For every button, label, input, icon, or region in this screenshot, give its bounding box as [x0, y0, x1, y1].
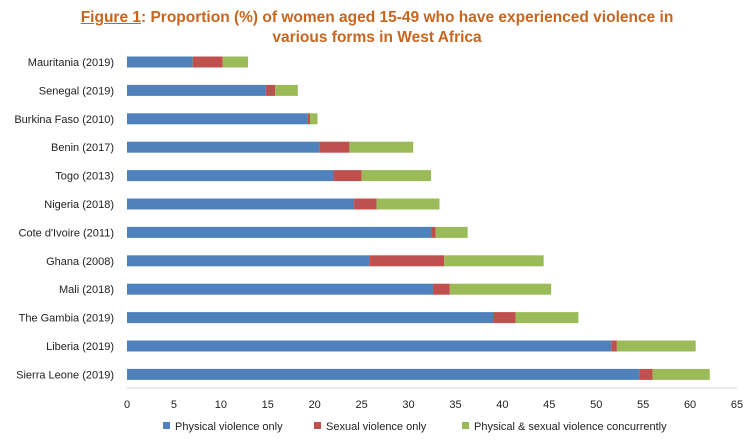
category-label: The Gambia (2019) [19, 313, 114, 325]
category-label: Ghana (2008) [46, 256, 114, 268]
bar-segment-physical [127, 312, 493, 324]
legend-sexual-swatch [314, 422, 321, 429]
bar-segment-concurrent [361, 170, 432, 182]
bar-segment-physical [127, 113, 308, 125]
x-tick-label: 55 [637, 399, 649, 411]
legend-concurrent-label: Physical & sexual violence concurrently [474, 421, 667, 433]
x-tick-label: 50 [590, 399, 602, 411]
bar-segment-sexual [493, 312, 516, 324]
bar-segment-concurrent [376, 198, 440, 210]
x-tick-label: 20 [309, 399, 321, 411]
category-label: Togo (2013) [55, 171, 114, 183]
category-label: Burkina Faso (2010) [14, 114, 114, 126]
bar-segment-sexual [432, 283, 450, 295]
category-label: Cote d'Ivoire (2011) [19, 227, 114, 239]
bar-segment-sexual [354, 198, 377, 210]
x-tick-label: 35 [449, 399, 461, 411]
bar-segment-concurrent [449, 283, 552, 295]
bar-segment-concurrent [435, 226, 468, 238]
bar-segment-sexual [319, 141, 350, 153]
x-tick-label: 65 [731, 399, 743, 411]
bar-segment-sexual [369, 255, 445, 267]
chart-title: Figure 1: Proportion (%) of women aged 1… [0, 8, 754, 48]
x-tick-label: 40 [496, 399, 508, 411]
bar-segment-concurrent [349, 141, 414, 153]
legend-physical-label: Physical violence only [175, 421, 283, 433]
legend-sexual-label: Sexual violence only [326, 421, 427, 433]
bar-segment-physical [127, 56, 193, 68]
category-label: Benin (2017) [51, 142, 114, 154]
category-label: Sierra Leone (2019) [16, 369, 114, 381]
bar-segment-physical [127, 340, 612, 352]
bar-segment-concurrent [275, 84, 298, 96]
x-tick-label: 5 [171, 399, 177, 411]
bar-segment-concurrent [444, 255, 544, 267]
bar-segment-sexual [431, 226, 436, 238]
bar-segment-concurrent [515, 312, 579, 324]
bar-segment-physical [127, 226, 432, 238]
x-tick-label: 45 [543, 399, 555, 411]
category-label: Mauritania (2019) [28, 57, 114, 69]
bar-segment-sexual [333, 170, 362, 182]
bar-segment-sexual [192, 56, 223, 68]
bar-segment-physical [127, 255, 370, 267]
bar-segment-concurrent [222, 56, 249, 68]
bar-segment-sexual [611, 340, 617, 352]
x-tick-label: 25 [355, 399, 367, 411]
category-label: Senegal (2019) [39, 85, 114, 97]
legend-physical-swatch [163, 422, 170, 429]
category-label: Liberia (2019) [46, 341, 114, 353]
bar-segment-sexual [639, 368, 653, 380]
bar-segment-physical [127, 368, 640, 380]
x-tick-label: 0 [124, 399, 130, 411]
bar-segment-sexual [307, 113, 310, 125]
x-tick-label: 60 [684, 399, 696, 411]
category-label: Nigeria (2018) [44, 199, 114, 211]
chart-title-line1: : Proportion (%) of women aged 15-49 who… [141, 9, 674, 26]
bar-segment-physical [127, 170, 334, 182]
bar-segment-physical [127, 141, 320, 153]
bar-segment-physical [127, 198, 355, 210]
x-tick-label: 15 [262, 399, 274, 411]
bar-segment-physical [127, 84, 266, 96]
bar-segment-physical [127, 283, 433, 295]
x-tick-label: 10 [215, 399, 227, 411]
bar-segment-sexual [265, 84, 276, 96]
chart-title-line2: various forms in West Africa [272, 29, 482, 46]
bar-segment-concurrent [652, 368, 710, 380]
bar-segment-concurrent [310, 113, 318, 125]
category-label: Mali (2018) [59, 284, 114, 296]
x-tick-label: 30 [402, 399, 414, 411]
legend-concurrent-swatch [462, 422, 469, 429]
bar-segment-concurrent [616, 340, 696, 352]
chart-title-prefix: Figure 1 [80, 9, 141, 26]
